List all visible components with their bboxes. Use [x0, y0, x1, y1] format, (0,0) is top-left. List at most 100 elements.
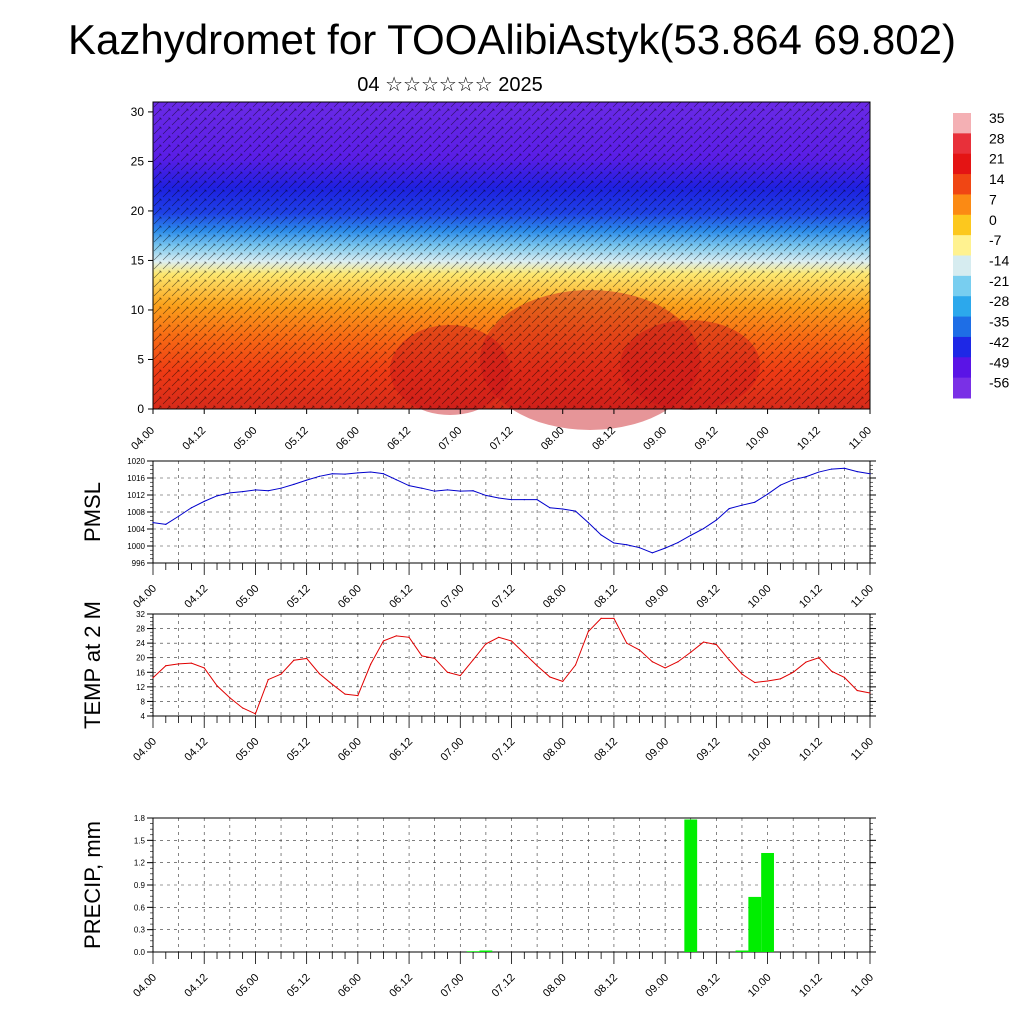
- data-point: [830, 468, 833, 470]
- x-tick-label: 05.00: [234, 736, 262, 764]
- y-tick-label: 5: [137, 352, 144, 366]
- data-point: [715, 644, 717, 646]
- x-tick-label: 09.00: [643, 736, 671, 764]
- data-point: [523, 499, 525, 501]
- x-tick-label: 07.00: [438, 972, 466, 1000]
- data-point: [664, 547, 666, 549]
- y-tick-label: 30: [131, 105, 145, 119]
- data-point: [203, 500, 205, 502]
- y-tick-label: 0.3: [134, 926, 146, 935]
- subtitle: 04 ☆☆☆☆☆☆ 2025: [357, 74, 543, 96]
- colorbar-swatch: [953, 255, 971, 277]
- x-tick-label: 06.00: [336, 736, 364, 764]
- data-point: [779, 678, 781, 680]
- data-point: [549, 507, 551, 509]
- precip-bar: [735, 950, 749, 952]
- x-tick-label: 08.12: [592, 736, 620, 764]
- data-point: [395, 635, 397, 637]
- x-tick-label: 07.12: [490, 972, 518, 1000]
- data-point: [203, 667, 205, 669]
- y-tick-label: 0.6: [134, 903, 146, 912]
- data-point: [869, 692, 871, 694]
- x-tick-label: 09.12: [693, 425, 721, 453]
- data-point: [331, 473, 333, 475]
- data-point: [280, 487, 282, 489]
- data-point: [306, 657, 308, 660]
- y-tick-label: 10: [131, 303, 145, 317]
- y-tick-label: 1.5: [134, 836, 146, 845]
- data-point: [843, 467, 845, 469]
- data-point: [664, 667, 666, 669]
- colorbar-label: -7: [989, 232, 1002, 248]
- x-tick-label: 07.00: [438, 736, 466, 764]
- data-point: [613, 617, 615, 619]
- y-tick-label: 0.9: [134, 881, 146, 890]
- data-point: [715, 519, 717, 521]
- data-point: [408, 485, 410, 487]
- data-point: [344, 693, 346, 695]
- x-tick-label: 08.00: [539, 425, 567, 453]
- x-tick-label: 10.12: [797, 972, 825, 1000]
- x-tick-label: 05.00: [234, 583, 262, 611]
- x-tick-label: 05.12: [285, 736, 313, 764]
- x-tick-label: 10.12: [795, 425, 823, 453]
- data-point: [677, 661, 679, 663]
- data-point: [459, 674, 461, 677]
- data-point: [574, 510, 577, 512]
- y-tick-label: 0: [137, 402, 144, 416]
- data-point: [498, 497, 500, 499]
- data-point: [651, 661, 653, 663]
- data-point: [229, 697, 231, 699]
- x-tick-label: 04.12: [182, 972, 210, 1000]
- y-axis-label: PRECIP, mm: [80, 821, 105, 949]
- data-point: [741, 504, 743, 506]
- x-tick-label: 07.12: [488, 425, 516, 453]
- data-point: [626, 544, 628, 546]
- data-point: [242, 707, 244, 709]
- data-point: [472, 659, 474, 661]
- data-point: [498, 636, 500, 638]
- data-point: [728, 659, 730, 661]
- data-point: [395, 479, 397, 481]
- x-tick-label: 09.12: [695, 583, 723, 611]
- colorbar-swatch: [953, 235, 971, 256]
- data-point: [818, 657, 820, 659]
- y-tick-label: 16: [136, 668, 145, 677]
- x-tick-label: 08.12: [592, 583, 620, 611]
- data-point: [421, 655, 423, 657]
- data-point: [587, 522, 589, 524]
- y-tick-label: 1.2: [134, 859, 146, 868]
- data-point: [190, 662, 193, 664]
- precip-panel: 0.0 0.3 0.6 0.9 1.2 1.5 1.8 04.00 04.12 05.00 05.1…: [80, 814, 876, 1000]
- x-tick-label: 10.00: [744, 425, 772, 453]
- main-title: Kazhydromet for TOOAlibiAstyk(53.864 69.…: [68, 16, 956, 63]
- x-tick-label: 04.12: [180, 425, 208, 453]
- data-point: [600, 617, 602, 619]
- data-point: [510, 499, 513, 501]
- data-point: [626, 642, 628, 644]
- data-point: [613, 542, 615, 544]
- y-tick-label: 996: [132, 559, 146, 568]
- wind-barbs: [153, 102, 870, 409]
- y-tick-label: 32: [136, 610, 145, 619]
- data-point: [792, 671, 794, 673]
- precip-bar: [466, 951, 480, 952]
- x-tick-label: 05.12: [285, 583, 313, 611]
- y-tick-label: 1000: [127, 542, 145, 551]
- colorbar-swatch: [953, 296, 971, 318]
- colorbar-label: -56: [989, 375, 1009, 391]
- y-tick-label: 1004: [127, 525, 145, 534]
- x-tick-label: 10.00: [746, 583, 774, 611]
- x-tick-label: 10.00: [746, 736, 774, 764]
- y-tick-label: 25: [131, 154, 145, 168]
- y-tick-label: 28: [136, 625, 145, 634]
- x-tick-label: 10.12: [797, 583, 825, 611]
- data-point: [446, 671, 449, 673]
- y-tick-label: 1008: [127, 508, 145, 517]
- data-point: [421, 487, 423, 489]
- data-point: [267, 678, 269, 681]
- temp-panel: 4 8 12 16 20 24 28 32 04.00 04.12 05.00 05.12 06.00 0…: [80, 601, 876, 764]
- data-point: [408, 636, 410, 638]
- colorbar-swatch: [953, 377, 971, 399]
- data-point: [293, 659, 295, 661]
